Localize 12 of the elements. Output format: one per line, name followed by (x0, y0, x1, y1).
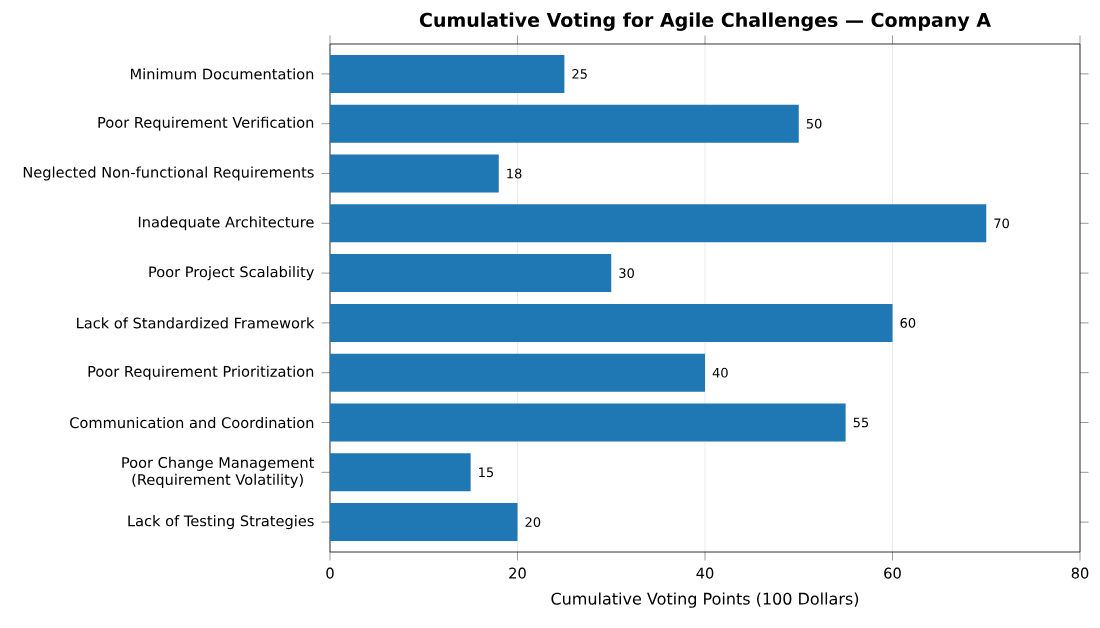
bar (330, 403, 846, 442)
chart-title: Cumulative Voting for Agile Challenges — Company A (419, 12, 991, 31)
bar (330, 453, 471, 492)
bar (330, 503, 518, 542)
bar (330, 54, 565, 93)
bar (330, 353, 705, 392)
bar (330, 104, 799, 143)
bar (330, 303, 893, 342)
x-axis-title: Cumulative Voting Points (100 Dollars) (551, 592, 859, 608)
bar (330, 204, 987, 243)
bar (330, 154, 499, 193)
bar (330, 254, 612, 293)
